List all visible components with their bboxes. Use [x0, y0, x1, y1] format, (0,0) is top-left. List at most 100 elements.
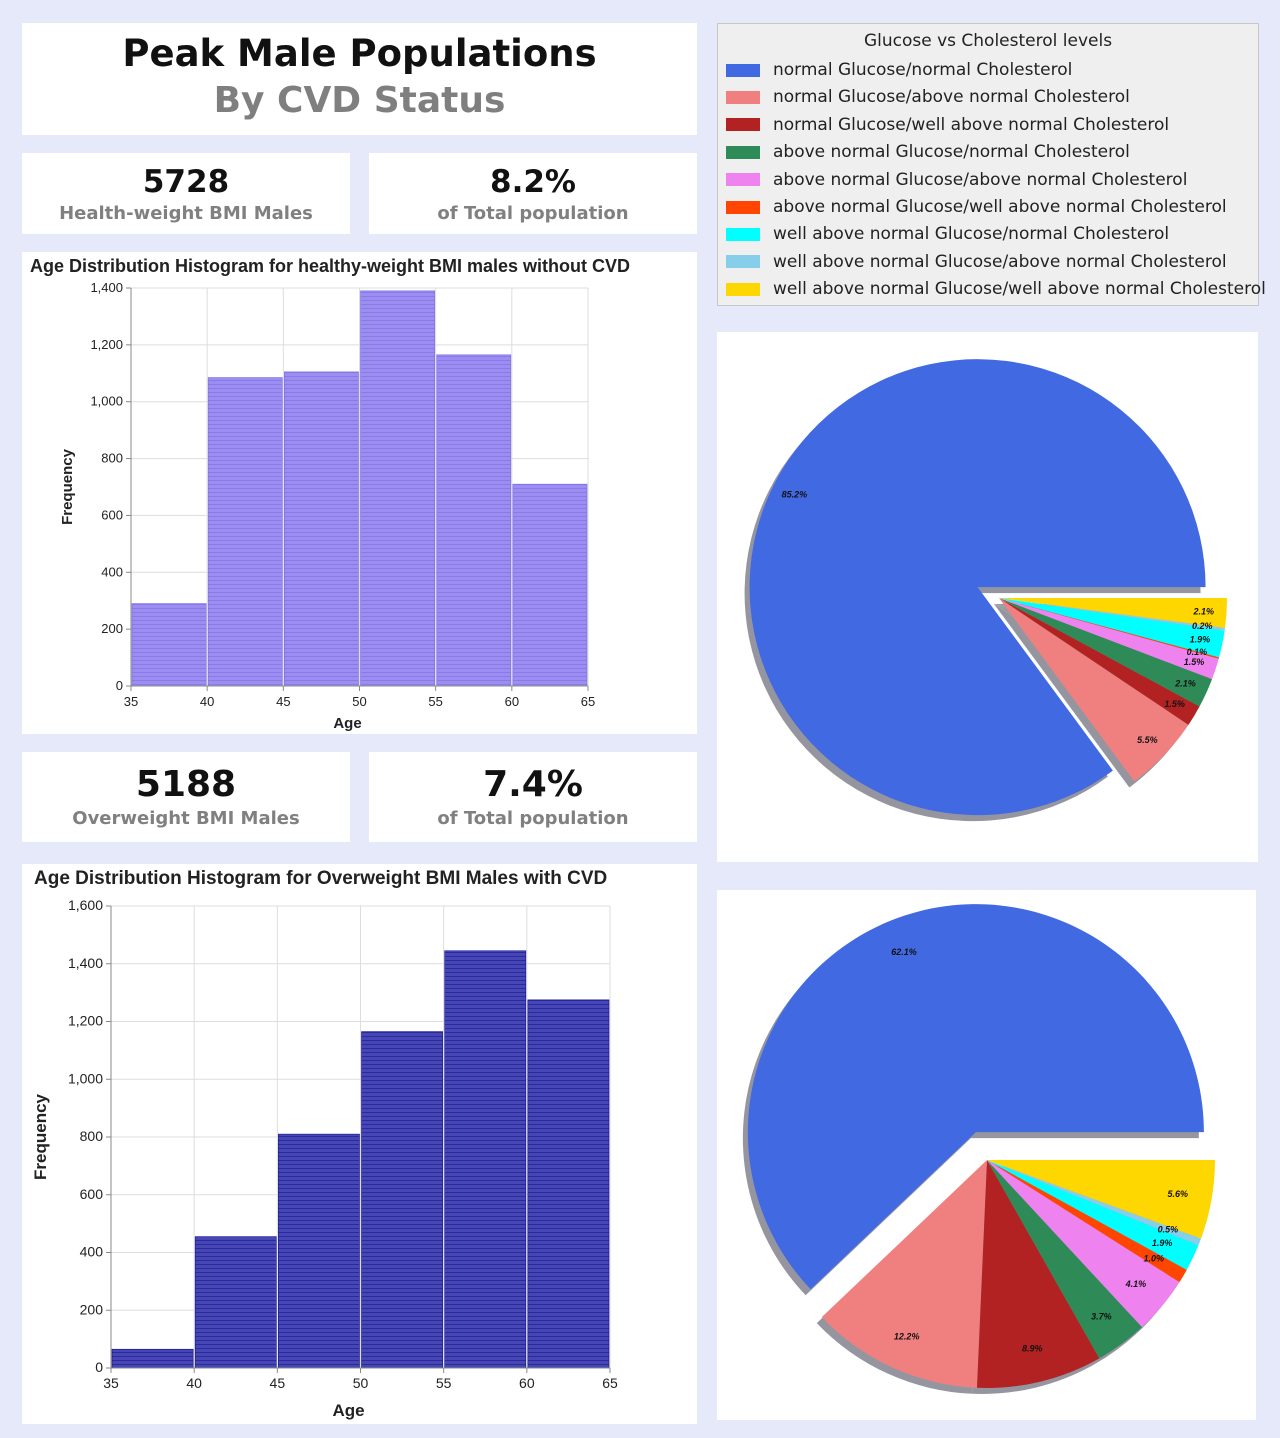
pie-slice — [749, 359, 1206, 816]
pie-slice — [987, 1160, 1187, 1283]
x-axis-label: Age — [333, 715, 361, 732]
histogram-bar — [512, 483, 588, 687]
legend-swatch — [726, 173, 760, 187]
legend-title: Glucose vs Cholesterol levels — [863, 31, 1113, 51]
legend-swatch — [726, 63, 760, 77]
x-tick-label: 55 — [428, 694, 442, 709]
legend-label: normal Glucose/normal Cholesterol — [773, 60, 1073, 80]
histogram-bar — [527, 999, 610, 1369]
kpi-label: Overweight BMI Males — [72, 808, 300, 829]
kpi-healthy-percent: 8.2% of Total population — [369, 153, 697, 234]
y-tick-label: 400 — [101, 564, 123, 579]
x-tick-label: 50 — [352, 694, 366, 709]
pie-slice — [999, 598, 1227, 628]
x-tick-label: 40 — [200, 694, 214, 709]
histogram-bar — [111, 1348, 194, 1369]
legend-label: well above normal Glucose/above normal C… — [773, 251, 1227, 272]
pie-value-label: 0.5% — [1158, 1225, 1179, 1235]
pie-legend: Glucose vs Cholesterol levels normal Glu… — [717, 23, 1266, 306]
pie-slice — [987, 1160, 1180, 1328]
kpi-overweight-count: 5188 Overweight BMI Males — [22, 752, 350, 842]
legend-item: well above normal Glucose/normal Cholest… — [726, 222, 1169, 246]
x-tick-label: 65 — [581, 694, 595, 709]
pie-value-label: 85.2% — [782, 490, 808, 500]
pie-slice — [987, 1160, 1143, 1359]
chart-title: Age Distribution Histogram for Overweigh… — [34, 868, 608, 889]
legend-label: above normal Glucose/well above normal C… — [773, 197, 1227, 217]
y-tick-label: 600 — [80, 1186, 104, 1202]
chart-title: Age Distribution Histogram for healthy-w… — [30, 256, 631, 276]
legend-label: well above normal Glucose/normal Cholest… — [773, 224, 1170, 245]
legend-item: normal Glucose/above normal Cholesterol — [726, 85, 1130, 109]
pie-slice — [999, 598, 1189, 782]
pie-value-label: 62.1% — [891, 947, 917, 957]
legend-swatch — [726, 200, 760, 214]
pie-value-label: 1.5% — [1184, 657, 1205, 667]
histogram-bar — [436, 354, 512, 687]
legend-label: normal Glucose/well above normal Cholest… — [773, 114, 1170, 135]
kpi-label: Health-weight BMI Males — [59, 203, 313, 224]
y-tick-label: 1,200 — [90, 337, 123, 352]
y-tick-label: 800 — [101, 451, 123, 466]
pie-value-label: 1.9% — [1152, 1238, 1173, 1248]
pie-value-label: 4.1% — [1125, 1279, 1147, 1289]
legend-item: above normal Glucose/well above normal C… — [726, 195, 1227, 219]
kpi-value: 5188 — [135, 764, 237, 805]
pie-panel-healthy: 85.2% 5.5% 1.5% 2.1% 1.5% 0.1% 1.9% 0.2% 2.1% — [717, 332, 1258, 862]
pie-value-label: 2.1% — [1192, 607, 1214, 617]
y-tick-label: 800 — [80, 1128, 104, 1144]
histogram-bar — [131, 603, 207, 687]
y-tick-label: 200 — [101, 621, 123, 636]
legend-swatch — [726, 90, 760, 104]
x-tick-label: 35 — [103, 1375, 119, 1391]
pie-value-label: 0.1% — [1187, 647, 1208, 657]
kpi-overweight-percent: 7.4% of Total population — [369, 752, 697, 842]
kpi-value: 7.4% — [483, 764, 583, 805]
x-tick-label: 65 — [602, 1375, 618, 1391]
legend-item: well above normal Glucose/well above nor… — [726, 277, 1266, 301]
histogram-bar — [278, 1133, 360, 1369]
legend-item: above normal Glucose/above normal Choles… — [726, 168, 1187, 192]
pie-slice — [987, 1160, 1202, 1246]
y-tick-label: 600 — [101, 507, 123, 522]
pie-value-label: 2.1% — [1174, 679, 1196, 689]
legend-label: above normal Glucose/normal Cholesterol — [773, 142, 1130, 163]
legend-swatch — [726, 227, 760, 241]
y-tick-label: 1,400 — [68, 955, 103, 971]
x-tick-label: 40 — [186, 1375, 202, 1391]
histogram-bar — [361, 1031, 443, 1369]
legend-swatch — [726, 255, 760, 269]
dashboard-subtitle: By CVD Status — [213, 80, 506, 121]
pie-value-label: 5.6% — [1168, 1189, 1189, 1199]
pie-value-label: 12.2% — [894, 1331, 920, 1341]
y-tick-label: 1,600 — [68, 897, 103, 913]
pie-slice — [999, 598, 1213, 707]
pie-slice — [976, 1160, 1100, 1388]
histogram-panel-healthy: Age Distribution Histogram for healthy-w… — [22, 252, 697, 734]
y-axis-label: Frequency — [59, 448, 76, 525]
pie-slice — [999, 598, 1200, 725]
histogram-bar — [207, 377, 283, 687]
pie-value-label: 0.2% — [1192, 621, 1213, 631]
pie-slice — [999, 598, 1225, 658]
pie-value-label: 1.0% — [1144, 1254, 1165, 1264]
y-tick-label: 1,000 — [68, 1070, 103, 1086]
pie-value-label: 3.7% — [1091, 1311, 1112, 1321]
histogram-bar — [284, 371, 359, 687]
x-tick-label: 50 — [353, 1375, 369, 1391]
pie-slice — [987, 1160, 1199, 1270]
pie-value-label: 8.9% — [1022, 1343, 1043, 1353]
pie-chart-overweight: 62.1% 12.2% 8.9% 3.7% 4.1% 1.0% 1.9% 0.5% 5.6% — [742, 904, 1215, 1394]
pie-slice — [747, 904, 1204, 1290]
pie-slice — [987, 1160, 1215, 1239]
legend-label: well above normal Glucose/well above nor… — [773, 279, 1266, 300]
pie-value-label: 5.5% — [1137, 735, 1158, 745]
y-tick-label: 1,000 — [90, 394, 123, 409]
pie-value-label: 1.5% — [1164, 699, 1185, 709]
x-tick-label: 55 — [436, 1375, 452, 1391]
histogram-panel-overweight: Age Distribution Histogram for Overweigh… — [22, 864, 697, 1424]
kpi-value: 8.2% — [490, 164, 576, 200]
x-tick-label: 60 — [519, 1375, 535, 1391]
pie-panel-overweight: 62.1% 12.2% 8.9% 3.7% 4.1% 1.0% 1.9% 0.5% 5.6% — [717, 890, 1256, 1420]
pie-slice — [999, 598, 1226, 631]
